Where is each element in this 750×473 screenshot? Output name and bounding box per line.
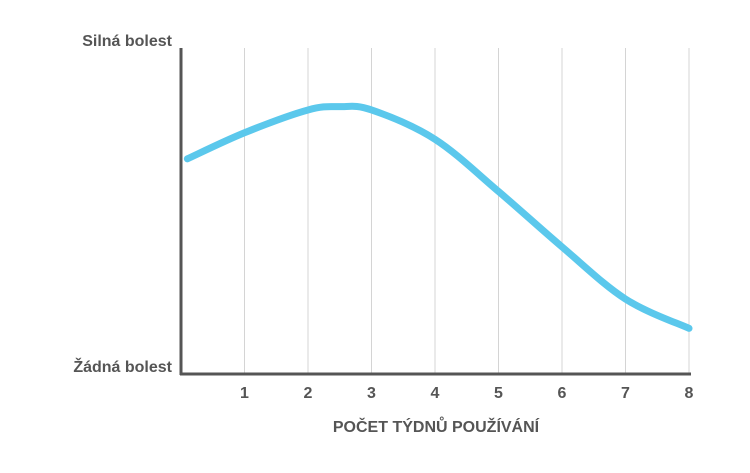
x-tick-label: 6 <box>558 385 567 402</box>
x-tick-label: 4 <box>431 385 440 402</box>
line <box>183 102 693 332</box>
x-axis-label: POČET TÝDNŮ POUŽÍVÁNÍ <box>333 416 540 436</box>
x-tick-label: 7 <box>621 385 630 402</box>
x-tick-label: 1 <box>240 385 249 402</box>
x-tick-label: 8 <box>685 385 694 402</box>
y-tick-label: Žádná bolest <box>73 357 172 376</box>
y-tick-label: Silná bolest <box>82 33 172 50</box>
x-tick-label: 2 <box>304 385 313 402</box>
x-tick-label: 3 <box>367 385 376 402</box>
x-tick-label: 5 <box>494 385 503 402</box>
